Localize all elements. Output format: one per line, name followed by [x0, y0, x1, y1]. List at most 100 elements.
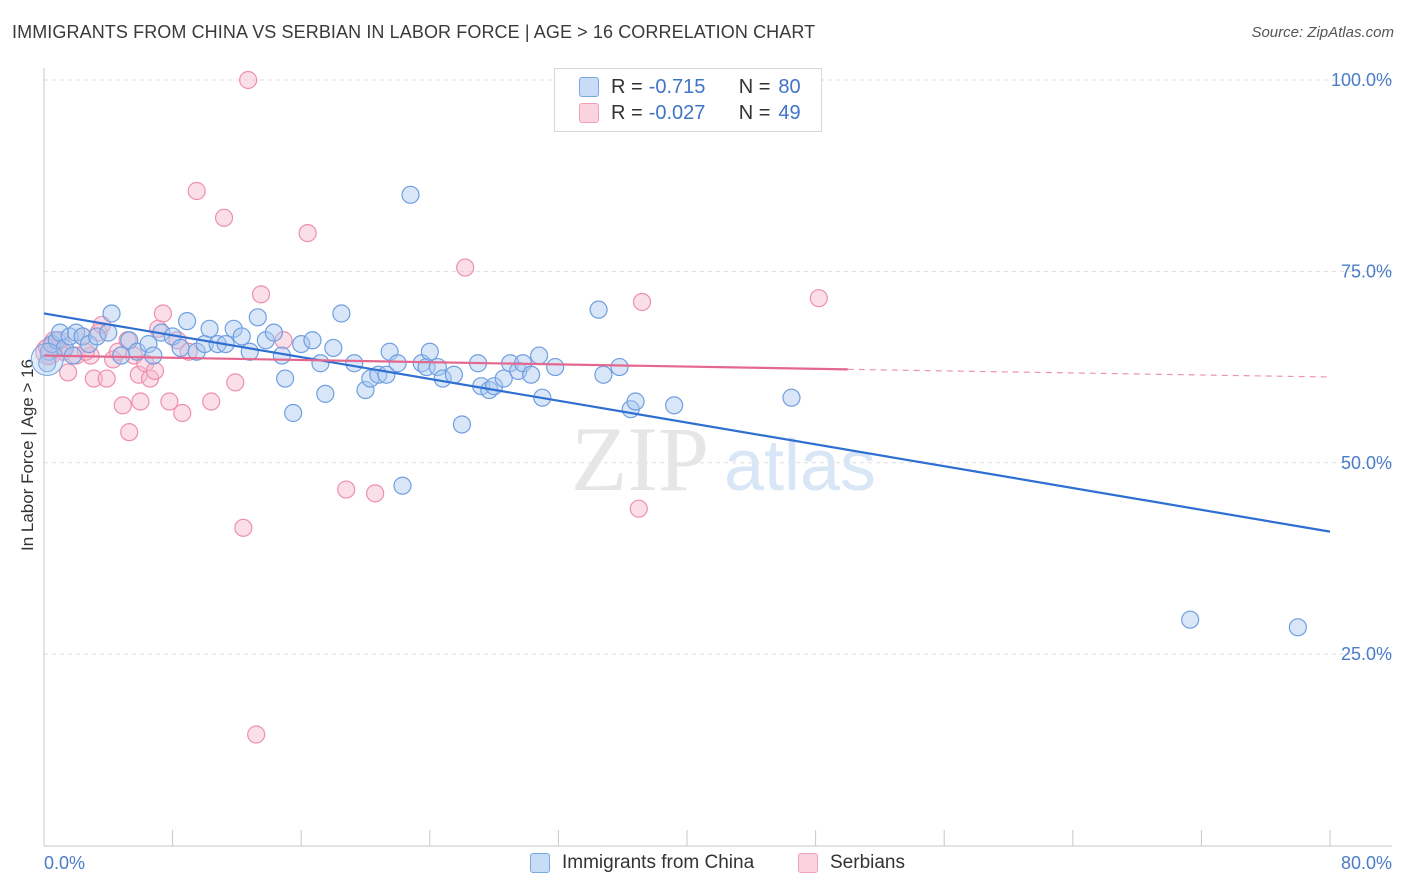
serbian-r-value: -0.027 — [648, 101, 706, 124]
x-tick-labels: 0.0% 80.0% — [44, 853, 1392, 873]
serbian-legend-swatch — [798, 853, 818, 873]
data-point — [59, 363, 78, 382]
data-point — [240, 342, 259, 361]
data-point — [809, 289, 828, 308]
serbian-r-label: R = — [611, 101, 643, 124]
data-point — [144, 346, 163, 365]
data-point — [452, 415, 472, 434]
trend-lines — [43, 312, 1331, 533]
data-point — [30, 342, 64, 376]
data-point — [456, 258, 475, 277]
data-point — [530, 346, 549, 365]
x-tick-label: 80.0% — [1341, 853, 1392, 873]
data-point — [139, 334, 158, 354]
data-point — [200, 319, 219, 338]
data-point — [248, 308, 267, 327]
data-point — [239, 70, 258, 90]
data-point — [444, 365, 464, 384]
data-point — [99, 323, 118, 342]
serbian-n-label: N = — [738, 101, 771, 124]
data-point — [131, 392, 150, 411]
data-point — [276, 369, 295, 388]
data-point — [1181, 610, 1200, 629]
data-point — [202, 392, 221, 411]
data-point — [420, 342, 439, 361]
data-point — [214, 208, 234, 227]
data-point — [145, 361, 165, 380]
serbian-swatch — [579, 103, 599, 123]
data-point — [187, 181, 206, 201]
series-legend: Immigrants from China Serbians — [0, 852, 1406, 878]
data-point — [120, 423, 139, 442]
data-point — [234, 518, 253, 537]
y-tick-labels: 25.0% 50.0% 75.0% 100.0% — [1331, 70, 1392, 664]
data-point — [366, 484, 385, 503]
data-point — [153, 304, 173, 323]
watermark-atlas: atlas — [724, 426, 876, 506]
legend-item-serbian[interactable]: Serbians — [798, 852, 905, 874]
data-point — [113, 396, 132, 415]
watermark: ZIP atlas — [571, 408, 876, 510]
data-point — [274, 331, 293, 350]
y-tick-label: 75.0% — [1341, 261, 1392, 281]
data-point — [292, 334, 311, 354]
china-points — [30, 185, 1307, 637]
legend-row-china: R = -0.715 N = 80 — [579, 74, 850, 100]
data-point — [388, 354, 407, 373]
data-point — [324, 338, 343, 358]
data-point — [316, 384, 335, 403]
chart-title: IMMIGRANTS FROM CHINA VS SERBIAN IN LABO… — [12, 22, 816, 42]
data-point — [171, 338, 190, 358]
data-point — [521, 365, 541, 384]
data-point — [112, 346, 131, 365]
serbian-trend-extension — [847, 368, 1331, 378]
data-point — [303, 331, 322, 350]
data-point — [345, 354, 364, 373]
data-point — [594, 365, 613, 384]
data-point — [226, 373, 245, 392]
serbian-legend-label: Serbians — [830, 852, 905, 873]
data-point — [356, 380, 375, 400]
data-point — [284, 403, 303, 423]
serbian-trend-line — [43, 354, 848, 371]
data-point — [393, 476, 412, 495]
data-point — [251, 285, 271, 304]
watermark-zip: ZIP — [571, 408, 709, 510]
data-point — [337, 480, 356, 499]
data-point — [632, 292, 652, 312]
data-point — [173, 403, 192, 423]
axes — [43, 68, 1392, 847]
data-point — [264, 323, 283, 342]
data-point — [298, 224, 317, 243]
data-point — [629, 499, 648, 518]
stats-legend: R = -0.715 N = 80 R = -0.027 N = 49 — [554, 68, 822, 132]
data-point — [626, 392, 645, 411]
data-point — [589, 300, 608, 319]
china-n-value: 80 — [778, 75, 801, 98]
y-tick-label: 25.0% — [1341, 644, 1392, 664]
source-label: Source: ZipAtlas.com — [1251, 24, 1394, 41]
data-point — [332, 304, 351, 323]
china-r-value: -0.715 — [648, 75, 706, 98]
data-point — [665, 396, 684, 415]
china-trend-line — [43, 312, 1331, 533]
data-point — [546, 357, 565, 377]
china-legend-swatch — [530, 853, 550, 873]
data-point — [782, 388, 801, 407]
data-point — [610, 357, 629, 377]
data-point — [84, 369, 103, 388]
china-legend-label: Immigrants from China — [562, 852, 755, 873]
data-point — [247, 725, 266, 744]
legend-row-serbian: R = -0.027 N = 49 — [579, 100, 850, 126]
data-point — [401, 185, 420, 204]
china-swatch — [579, 77, 599, 97]
data-point — [160, 392, 179, 411]
china-r-label: R = — [611, 75, 643, 98]
y-tick-label: 50.0% — [1341, 453, 1392, 473]
data-point — [494, 369, 513, 388]
china-n-label: N = — [738, 75, 771, 98]
x-tick-label: 0.0% — [44, 853, 85, 873]
serbian-n-value: 49 — [778, 101, 801, 124]
data-point — [97, 369, 116, 388]
legend-item-china[interactable]: Immigrants from China — [530, 852, 754, 874]
